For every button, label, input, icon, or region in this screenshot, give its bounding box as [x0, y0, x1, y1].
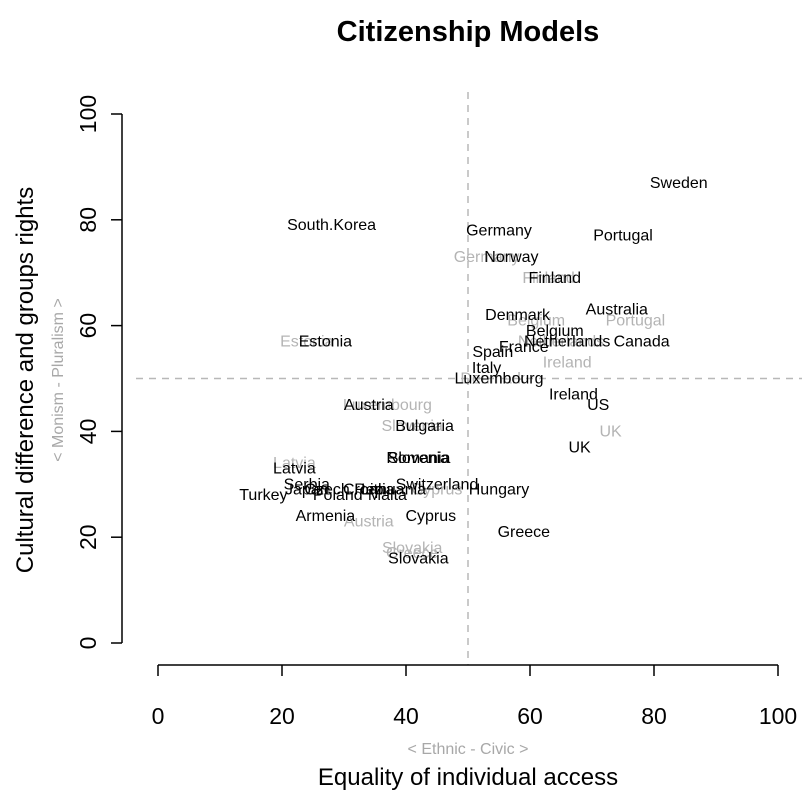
point-label-switzerland: Switzerland	[396, 476, 479, 493]
point-label-romania: Romania	[386, 450, 450, 467]
point-label-belgium: Belgium	[507, 312, 565, 329]
x-axis-title: Equality of individual access	[318, 764, 618, 791]
x-tick-label: 0	[152, 703, 165, 729]
point-label-estonia: Estonia	[299, 333, 352, 350]
point-label-denmark: Denmark	[485, 307, 551, 324]
point-label-denmark: Denmark	[460, 371, 526, 388]
point-label-germany: Germany	[454, 249, 520, 266]
point-label-malta: Malta	[368, 487, 407, 504]
point-label-slovenia: Slovenia	[382, 418, 443, 435]
point-label-austria: Austria	[344, 397, 394, 414]
point-label-lithuania: Lithuania	[361, 482, 426, 499]
point-label-us: US	[587, 397, 609, 414]
point-label-italy: Italy	[472, 360, 501, 377]
point-label-portugal: Portugal	[593, 228, 653, 245]
point-label-bulgaria: Bulgaria	[395, 418, 454, 435]
point-label-finland: Finland	[522, 270, 574, 287]
point-label-south-korea: South.Korea	[287, 217, 376, 234]
x-axis-subtitle: < Ethnic - Civic >	[408, 741, 529, 758]
point-label-armenia: Armenia	[296, 508, 356, 525]
point-label-greece: Greece	[498, 524, 551, 541]
x-tick-label: 80	[641, 703, 667, 729]
point-label-estonia: Estonia	[280, 333, 333, 350]
point-label-sweden: Sweden	[650, 175, 708, 192]
point-label-turkey: Turkey	[239, 487, 287, 504]
point-label-ireland: Ireland	[549, 386, 598, 403]
point-label-japan: Japan	[285, 482, 329, 499]
x-tick-label: 40	[393, 703, 419, 729]
point-label-uk: UK	[599, 423, 622, 440]
reference-lines	[136, 92, 802, 665]
x-tick-label: 20	[269, 703, 295, 729]
point-label-netherlands: Netherlands	[518, 333, 604, 350]
point-label-canada: Canada	[614, 333, 670, 350]
point-label-luxembourg: Luxembourg	[455, 371, 544, 388]
point-label-netherlands: Netherlands	[524, 333, 610, 350]
point-label-hungary: Hungary	[469, 482, 529, 499]
point-label-slovakia: Slovakia	[382, 540, 443, 557]
point-label-ireland: Ireland	[543, 355, 592, 372]
point-label-cyprus: Cyprus	[412, 482, 463, 499]
x-tick-label: 100	[759, 703, 797, 729]
point-label-slovakia: Slovakia	[388, 550, 449, 567]
point-label-germany: Germany	[466, 222, 532, 239]
point-label-luxembourg: Luxembourg	[343, 397, 432, 414]
y-tick-label: 80	[75, 207, 101, 233]
point-label-finland: Finland	[529, 270, 581, 287]
y-axis-title: Cultural difference and groups rights	[12, 187, 39, 573]
point-label-australia: Australia	[586, 302, 648, 319]
point-label-cyprus: Cyprus	[405, 508, 456, 525]
y-tick-label: 20	[75, 524, 101, 550]
point-label-greece: Greece	[386, 545, 439, 562]
x-tick-label: 60	[517, 703, 543, 729]
point-label-latvia: Latvia	[273, 460, 316, 477]
axes: 0 20 40 60 80 100 0 20 40 60 80 100	[75, 95, 797, 729]
point-label-portugal: Portugal	[606, 312, 666, 329]
primary-labels: Sweden South.Korea Germany Portugal Norway Fi…	[239, 175, 707, 568]
point-label-latvia: Latvia	[273, 455, 316, 472]
point-label-serbia: Serbia	[284, 476, 330, 493]
point-label-belgium: Belgium	[526, 323, 584, 340]
point-label-uk: UK	[568, 439, 591, 456]
point-label-norway: Norway	[484, 249, 538, 266]
point-label-slovenia: Slovenia	[388, 450, 449, 467]
chart-title: Citizenship Models	[337, 16, 600, 48]
point-label-spain: Spain	[472, 344, 513, 361]
y-tick-label: 0	[75, 637, 101, 650]
point-label-czech-rep: Czech.Rep	[304, 482, 383, 499]
point-label-france: France	[499, 339, 549, 356]
y-tick-label: 100	[75, 95, 101, 133]
y-axis-subtitle: < Monism - Pluralism >	[50, 298, 67, 462]
y-tick-label: 40	[75, 419, 101, 445]
point-label-croatia: Croatia	[343, 482, 395, 499]
y-tick-label: 60	[75, 313, 101, 339]
point-label-austria: Austria	[344, 513, 394, 530]
point-label-poland: Poland	[313, 487, 363, 504]
